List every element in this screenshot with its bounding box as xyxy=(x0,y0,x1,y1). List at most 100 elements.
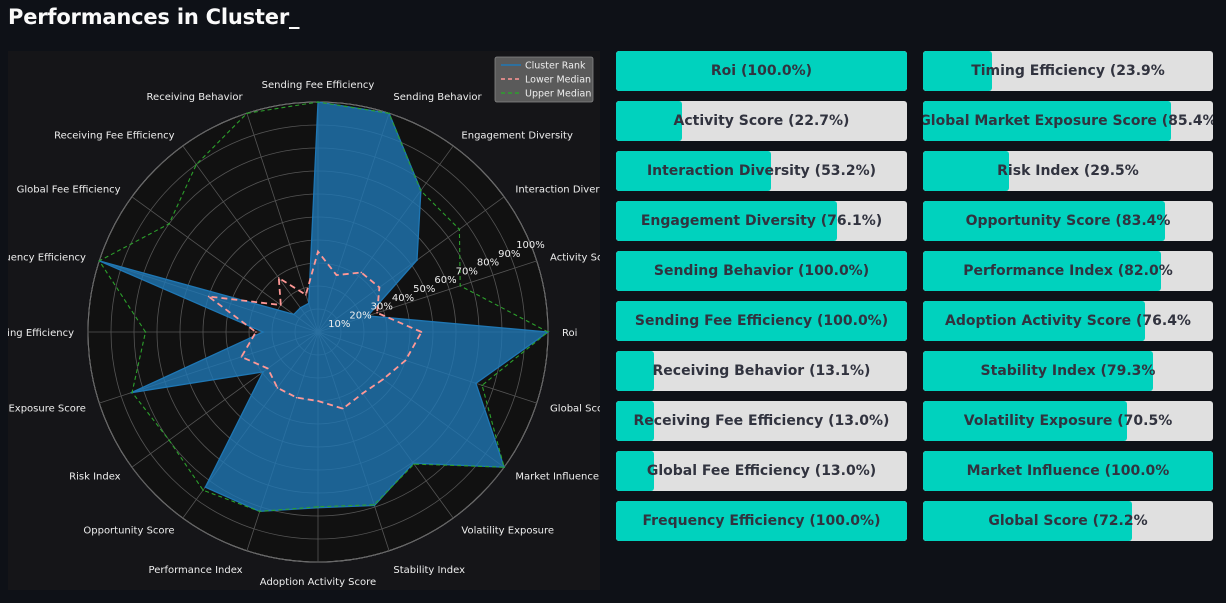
radial-tick-label: 10% xyxy=(328,319,350,330)
metric-bar-fill xyxy=(923,51,993,91)
radial-tick-label: 40% xyxy=(392,293,414,304)
series-lower-median-point xyxy=(279,304,282,306)
category-label: Sending Fee Efficiency xyxy=(262,80,375,91)
metric-bar-label: Global Score (72.2% xyxy=(988,513,1148,529)
chart-legend: Cluster Rank Lower Median Upper Median xyxy=(494,56,594,103)
series-lower-median-point xyxy=(360,271,363,274)
metric-bar-fill xyxy=(923,251,1161,291)
metric-bar-label: Roi (100.0%) xyxy=(710,63,813,79)
radial-tick-label: 50% xyxy=(413,284,435,295)
series-lower-median-point xyxy=(276,387,279,389)
series-lower-median-point xyxy=(317,250,319,253)
series-lower-median-point xyxy=(305,294,307,296)
category-label: Global Market Exposure Score xyxy=(8,403,86,414)
category-label: Stability Index xyxy=(393,565,465,576)
series-upper-median-point xyxy=(419,189,422,192)
metric-bar-fill xyxy=(923,401,1128,441)
series-upper-median-point xyxy=(168,439,170,441)
metric-bar-label: Global Fee Efficiency (13.0%) xyxy=(646,463,877,479)
series-lower-median-point xyxy=(335,274,338,276)
radar-spoke xyxy=(182,145,319,333)
metric-bar: Timing Efficiency (23.9% xyxy=(923,51,1213,91)
metric-bar: Market Influence (100.0% xyxy=(923,451,1213,491)
metric-bar: Risk Index (29.5% xyxy=(923,151,1213,191)
category-label: Opportunity Score xyxy=(83,525,174,536)
metric-bar: Stability Index (79.3% xyxy=(923,351,1213,391)
series-upper-median-point xyxy=(547,331,549,333)
metric-bar-fill xyxy=(616,451,654,491)
metric-bar-label: Market Influence (100.0% xyxy=(966,463,1170,479)
metric-bar-fill xyxy=(923,201,1165,241)
series-cluster-rank-point xyxy=(416,259,418,261)
series-lower-median-point xyxy=(255,331,257,333)
radial-tick-label: 70% xyxy=(456,266,478,277)
metric-bar-fill xyxy=(616,101,683,141)
page-title: Performances in Cluster_ xyxy=(8,5,300,29)
category-label: Interaction Diversity xyxy=(515,185,600,196)
category-label: Volatility Exposure xyxy=(461,525,554,536)
metric-bar: Engagement Diversity (76.1%) xyxy=(616,201,907,241)
series-lower-median-point xyxy=(342,407,344,410)
series-lower-median-point xyxy=(376,312,378,314)
series-lower-median-point xyxy=(207,295,210,298)
series-upper-median-point xyxy=(317,101,319,103)
metric-bar-fill xyxy=(616,51,907,91)
series-upper-median-point xyxy=(131,391,133,394)
series-cluster-rank-point xyxy=(366,315,369,317)
metric-bar: Adoption Activity Score (76.4% xyxy=(923,301,1213,341)
series-cluster-rank-point xyxy=(307,302,310,305)
series-upper-median-point xyxy=(413,463,415,465)
metric-bar: Performance Index (82.0% xyxy=(923,251,1213,291)
metric-bar: Global Market Exposure Score (85.4% xyxy=(923,101,1213,141)
metric-bar: Global Fee Efficiency (13.0%) xyxy=(616,451,907,491)
metric-bar: Volatility Exposure (70.5% xyxy=(923,401,1213,441)
metric-bar: Receiving Behavior (13.1%) xyxy=(616,351,907,391)
series-upper-median-point xyxy=(459,285,461,287)
series-cluster-rank-point xyxy=(262,331,264,333)
radial-tick-label: 30% xyxy=(371,302,393,313)
series-lower-median xyxy=(205,249,423,410)
metric-bar-label: Receiving Behavior (13.1%) xyxy=(652,363,871,379)
series-upper-median-point xyxy=(98,260,101,262)
category-label: Global Fee Efficiency xyxy=(17,185,121,196)
metric-bar: Receiving Fee Efficiency (13.0%) xyxy=(616,401,907,441)
metric-bar-fill xyxy=(616,401,654,441)
series-upper-median-point xyxy=(481,384,483,387)
series-cluster-rank-point xyxy=(204,486,207,488)
series-lower-median-point xyxy=(404,359,407,362)
metric-bar: Sending Behavior (100.0%) xyxy=(616,251,907,291)
series-lower-median-point xyxy=(295,396,298,399)
radial-tick-label: 60% xyxy=(434,275,456,286)
legend-box xyxy=(494,56,594,103)
metric-bar-label: Stability Index (79.3% xyxy=(980,363,1156,379)
legend-label: Cluster Rank xyxy=(525,61,586,72)
series-lower-median-point xyxy=(266,367,269,370)
metric-bar-fill xyxy=(923,501,1133,541)
category-label: Receiving Fee Efficiency xyxy=(54,131,175,142)
category-label: Engagement Diversity xyxy=(461,131,573,142)
category-label: Global Score xyxy=(550,403,600,414)
series-cluster-rank-point xyxy=(293,313,295,316)
metric-bar-label: Activity Score (22.7%) xyxy=(673,113,850,129)
metric-bar-fill xyxy=(616,351,655,391)
metric-bar-fill xyxy=(616,251,907,291)
category-label: Timing Efficiency xyxy=(8,328,74,339)
series-lower-median-point xyxy=(240,356,243,358)
legend-label: Upper Median xyxy=(525,89,591,100)
metric-bar-label: Timing Efficiency (23.9% xyxy=(971,63,1165,79)
series-lower-median-point xyxy=(378,286,381,289)
metric-bar-label: Risk Index (29.5% xyxy=(997,163,1139,179)
metric-bar-label: Performance Index (82.0% xyxy=(963,263,1173,279)
series-cluster-rank-point xyxy=(262,371,264,373)
metric-bar-label: Sending Fee Efficiency (100.0%) xyxy=(634,313,889,329)
radar-spoke xyxy=(131,196,319,333)
series-lower-median-point xyxy=(382,378,384,381)
metric-bar: Frequency Efficiency (100.0%) xyxy=(616,501,907,541)
metric-bar-fill xyxy=(923,451,1213,491)
series-upper-median-point xyxy=(458,228,461,231)
series-upper-median-point xyxy=(258,510,261,513)
series-upper-median-point xyxy=(168,223,170,225)
radial-tick-label: 90% xyxy=(498,249,520,260)
metric-bar-label: Global Market Exposure Score (85.4% xyxy=(923,113,1213,129)
series-upper-median xyxy=(98,101,549,512)
